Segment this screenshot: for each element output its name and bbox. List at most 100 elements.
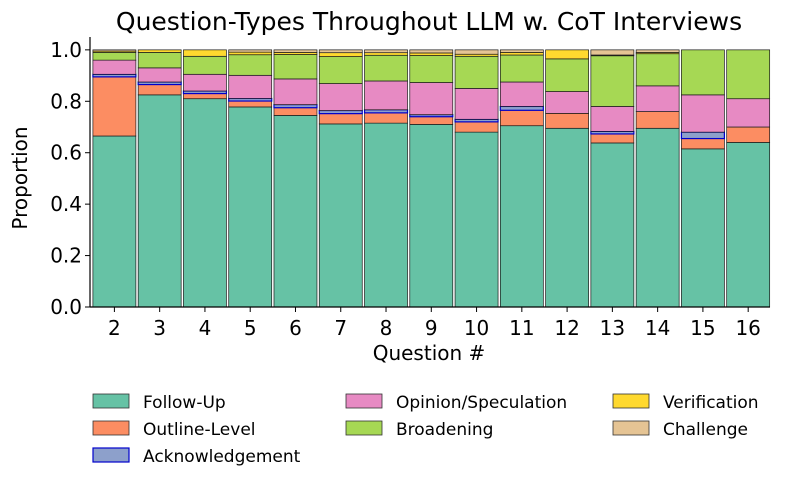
bar-segment-q11-challenge	[499, 49, 544, 53]
bar-segment-q13-opinion-speculation	[590, 106, 635, 132]
bar-segment-q8-verification	[364, 52, 408, 56]
bar-segment-q3-verification	[137, 49, 182, 53]
x-tick-label: 11	[509, 316, 534, 340]
bar-segment-q7-acknowledgement	[318, 109, 363, 115]
bar-segment-q14-broadening	[635, 53, 680, 87]
bar-segment-q14-challenge	[635, 49, 680, 53]
x-tick-label: 16	[735, 316, 760, 340]
bar-segment-q7-follow-up	[318, 123, 363, 308]
y-tick-label: 0.0	[50, 295, 82, 319]
bar-segment-q13-acknowledgement	[590, 130, 635, 135]
bar-segment-q6-challenge	[273, 49, 318, 53]
legend-item-opinion-speculation: Opinion/Speculation	[345, 393, 567, 413]
bar-segment-q5-challenge	[228, 49, 273, 53]
bar-segment-q5-opinion-speculation	[228, 74, 273, 99]
bar-segment-q6-broadening	[273, 54, 318, 80]
bar-segment-q11-opinion-speculation	[499, 81, 544, 107]
bar-segment-q5-follow-up	[228, 106, 273, 308]
bar-segment-q15-follow-up	[681, 148, 725, 308]
bar-segment-q13-follow-up	[590, 142, 635, 308]
legend-item-broadening: Broadening	[345, 420, 493, 440]
bar-segment-q6-acknowledgement	[273, 104, 318, 109]
bar-segment-q9-broadening	[409, 55, 454, 83]
bar-segment-q15-opinion-speculation	[681, 94, 725, 133]
bar-segment-q8-broadening	[364, 54, 408, 82]
y-tick-label: 0.2	[50, 244, 82, 268]
bar-segment-q14-opinion-speculation	[635, 85, 680, 112]
bar-segment-q8-outline-level	[364, 112, 408, 124]
bar-segment-q2-outline-level	[92, 76, 137, 137]
x-tick-label: 8	[380, 316, 393, 340]
legend-label: Opinion/Speculation	[396, 393, 567, 413]
bar-segment-q10-challenge	[454, 49, 499, 55]
bar-segment-q14-follow-up	[635, 127, 680, 308]
bar-segment-q9-opinion-speculation	[409, 82, 454, 116]
bar-segment-q12-broadening	[545, 58, 589, 92]
bar-segment-q11-outline-level	[499, 109, 544, 127]
y-tick-label: 0.6	[50, 141, 82, 165]
bar-segment-q16-opinion-speculation	[726, 98, 771, 128]
bar-segment-q2-follow-up	[92, 135, 137, 308]
bar-segment-q15-acknowledgement	[680, 131, 726, 140]
y-tick-label: 1.0	[50, 38, 82, 62]
bar-segment-q8-acknowledgement	[363, 109, 409, 114]
x-tick-label: 9	[425, 316, 438, 340]
x-tick-label: 13	[600, 316, 625, 340]
y-tick-label: 0.4	[50, 192, 82, 216]
bar-segment-q11-acknowledgement	[499, 105, 544, 111]
bar-segment-q7-opinion-speculation	[318, 83, 363, 111]
y-axis-title: Proportion	[8, 126, 32, 229]
x-tick-label: 6	[289, 316, 302, 340]
bar-segment-q2-challenge	[92, 49, 137, 52]
bar-segment-q11-verification	[499, 52, 544, 56]
x-tick-label: 15	[690, 316, 715, 340]
x-tick-label: 5	[244, 316, 257, 340]
bar-segment-q2-opinion-speculation	[92, 59, 137, 75]
bar-segment-q10-follow-up	[454, 131, 499, 308]
bar-segment-q8-follow-up	[364, 122, 408, 308]
bar-segment-q6-opinion-speculation	[273, 78, 318, 105]
bar-segment-q13-broadening	[590, 55, 635, 107]
bar-segment-q3-follow-up	[137, 94, 182, 308]
bar-segment-q5-verification	[228, 51, 273, 56]
plot-area	[92, 49, 771, 308]
bar-segment-q16-follow-up	[726, 142, 771, 308]
bar-segment-q5-acknowledgement	[228, 97, 273, 102]
bar-segment-q16-outline-level	[726, 126, 771, 143]
legend-swatch	[612, 420, 650, 436]
legend-item-verification: Verification	[612, 393, 759, 413]
bar-segment-q4-verification	[183, 49, 227, 57]
bar-segment-q10-opinion-speculation	[454, 88, 499, 120]
bar-segment-q15-outline-level	[681, 138, 725, 150]
bar-segment-q6-outline-level	[273, 107, 318, 116]
bar-segment-q9-follow-up	[409, 124, 454, 308]
legend-swatch	[92, 393, 130, 409]
bar-segment-q8-opinion-speculation	[364, 80, 408, 111]
bar-segment-q14-outline-level	[635, 111, 680, 129]
bar-segment-q4-follow-up	[183, 98, 227, 308]
legend-label: Outline-Level	[143, 420, 256, 440]
x-tick-label: 3	[153, 316, 166, 340]
legend-label: Follow-Up	[143, 393, 226, 413]
legend-item-follow-up: Follow-Up	[92, 393, 226, 413]
x-tick-label: 4	[199, 316, 212, 340]
bar-segment-q12-opinion-speculation	[545, 91, 589, 114]
bar-segment-q3-opinion-speculation	[137, 67, 182, 83]
legend-item-outline-level: Outline-Level	[92, 420, 256, 440]
bar-segment-q11-broadening	[499, 54, 544, 83]
bar-segment-q12-verification	[545, 49, 589, 60]
legend-label: Acknowledgement	[143, 447, 301, 467]
x-tick-label: 14	[645, 316, 670, 340]
legend-swatch	[345, 420, 383, 436]
bar-segment-q9-challenge	[409, 49, 454, 54]
bar-segment-q8-challenge	[364, 49, 408, 54]
bar-segment-q2-acknowledgement	[92, 73, 137, 78]
bar-segment-q12-outline-level	[545, 113, 589, 129]
x-tick-label: 10	[464, 316, 489, 340]
bar-segment-q3-broadening	[137, 52, 182, 69]
bar-segment-q16-broadening	[726, 49, 771, 100]
bar-segment-q2-broadening	[92, 52, 137, 61]
bar-segment-q4-acknowledgement	[182, 90, 228, 95]
bar-segment-q7-broadening	[318, 56, 363, 84]
